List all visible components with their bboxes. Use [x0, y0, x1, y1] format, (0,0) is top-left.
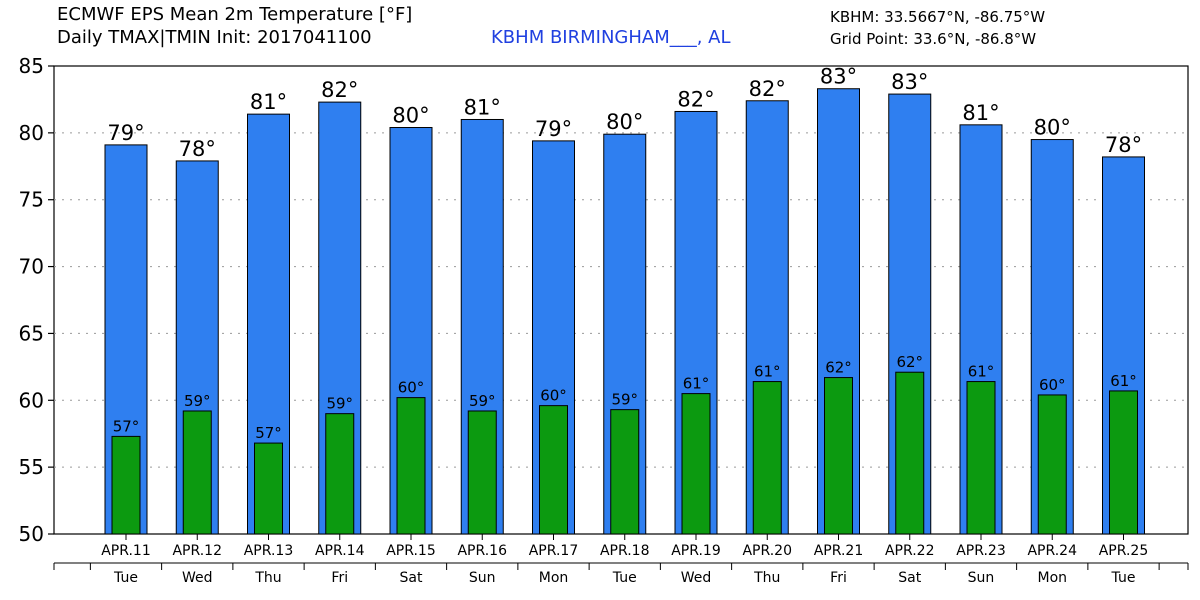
tmin-bar	[966, 381, 996, 535]
x-tick-label: APR.19	[671, 543, 721, 559]
tmax-value-label: 83°	[891, 70, 928, 94]
tmin-bar	[539, 405, 568, 535]
tmin-bar	[254, 442, 283, 535]
y-tick-label: 70	[19, 255, 44, 279]
tmax-value-label: 82°	[321, 78, 358, 102]
x-tick-label: APR.13	[244, 543, 294, 559]
tmax-value-label: 80°	[392, 104, 429, 128]
tmax-value-label: 80°	[606, 110, 643, 134]
weekday-label: Tue	[1111, 570, 1136, 586]
y-tick-label: 80	[19, 121, 44, 145]
station-coordinates: KBHM: 33.5667°N, -86.75°W	[830, 8, 1046, 26]
tmax-value-label: 82°	[749, 77, 786, 101]
y-tick-label: 60	[19, 388, 44, 412]
x-tick-label: APR.17	[529, 543, 579, 559]
x-tick-label: APR.22	[885, 543, 935, 559]
x-tick-label: APR.18	[600, 543, 650, 559]
tmin-value-label: 61°	[1110, 372, 1137, 390]
tmin-bar	[610, 409, 640, 535]
weekday-label: Fri	[331, 570, 348, 586]
weekday-label: Wed	[681, 570, 712, 586]
station-name: KBHM BIRMINGHAM___, AL	[491, 27, 731, 48]
tmax-value-label: 81°	[464, 95, 501, 119]
tmin-bar	[325, 413, 355, 535]
tmin-value-label: 57°	[255, 424, 282, 442]
weekday-label: Sun	[968, 570, 995, 586]
tmin-bar	[111, 435, 141, 535]
tmax-value-label: 80°	[1034, 116, 1071, 140]
y-tick-label: 85	[19, 54, 44, 78]
y-tick-label: 75	[19, 188, 44, 212]
tmin-bar	[396, 397, 426, 535]
x-tick-label: APR.24	[1027, 543, 1077, 559]
tmin-bar	[1037, 394, 1067, 535]
tmin-value-label: 57°	[113, 417, 140, 435]
tmin-value-label: 59°	[184, 392, 211, 410]
weekday-label: Mon	[539, 570, 569, 586]
y-tick-label: 55	[19, 455, 44, 479]
x-tick-label: APR.11	[101, 543, 151, 559]
chart-subtitle: Daily TMAX|TMIN Init: 2017041100	[57, 27, 372, 48]
x-tick-label: APR.15	[386, 543, 436, 559]
x-tick-label: APR.14	[315, 543, 365, 559]
tmin-bar	[1109, 390, 1138, 535]
tmin-bar	[681, 393, 711, 535]
tmin-value-label: 59°	[469, 392, 496, 410]
tmin-bar	[182, 410, 212, 535]
tmax-value-label: 81°	[250, 90, 287, 114]
y-tick-label: 50	[19, 522, 44, 546]
tmin-bar	[824, 377, 853, 535]
weekday-label: Sun	[469, 570, 496, 586]
grid-point-coordinates: Grid Point: 33.6°N, -86.8°W	[830, 30, 1037, 48]
tmin-value-label: 59°	[326, 395, 353, 413]
tmin-value-label: 60°	[398, 379, 425, 397]
tmax-value-label: 82°	[677, 87, 714, 111]
tmin-value-label: 62°	[825, 359, 852, 377]
tmax-value-label: 83°	[820, 65, 857, 89]
weekday-label: Thu	[254, 570, 281, 586]
weekday-label: Tue	[113, 570, 138, 586]
tmin-value-label: 59°	[611, 391, 638, 409]
weekday-label: Sat	[898, 570, 921, 586]
tmin-value-label: 60°	[540, 387, 567, 405]
tmin-bar	[467, 410, 497, 535]
x-tick-label: APR.23	[956, 543, 1006, 559]
tmax-value-label: 78°	[1105, 133, 1142, 157]
x-tick-label: APR.20	[742, 543, 792, 559]
tmax-value-label: 81°	[962, 101, 999, 125]
tmin-value-label: 62°	[896, 353, 923, 371]
x-tick-label: APR.12	[172, 543, 222, 559]
weekday-label: Wed	[182, 570, 213, 586]
x-tick-label: APR.21	[814, 543, 864, 559]
chart-title: ECMWF EPS Mean 2m Temperature [°F]	[57, 4, 413, 25]
weekday-label: Sat	[400, 570, 423, 586]
tmin-value-label: 61°	[754, 363, 781, 381]
weekday-label: Tue	[612, 570, 637, 586]
x-tick-label: APR.25	[1099, 543, 1149, 559]
tmin-bar	[895, 371, 925, 535]
tmin-value-label: 60°	[1039, 376, 1066, 394]
weekday-label: Thu	[753, 570, 780, 586]
tmin-value-label: 61°	[968, 363, 995, 381]
x-tick-label: APR.16	[457, 543, 507, 559]
y-tick-label: 65	[19, 321, 44, 345]
tmax-value-label: 78°	[179, 137, 216, 161]
weekday-label: Mon	[1037, 570, 1067, 586]
tmin-value-label: 61°	[683, 375, 710, 393]
tmax-value-label: 79°	[107, 121, 144, 145]
tmax-value-label: 79°	[535, 117, 572, 141]
weekday-label: Fri	[830, 570, 847, 586]
tmin-bar	[752, 381, 782, 535]
